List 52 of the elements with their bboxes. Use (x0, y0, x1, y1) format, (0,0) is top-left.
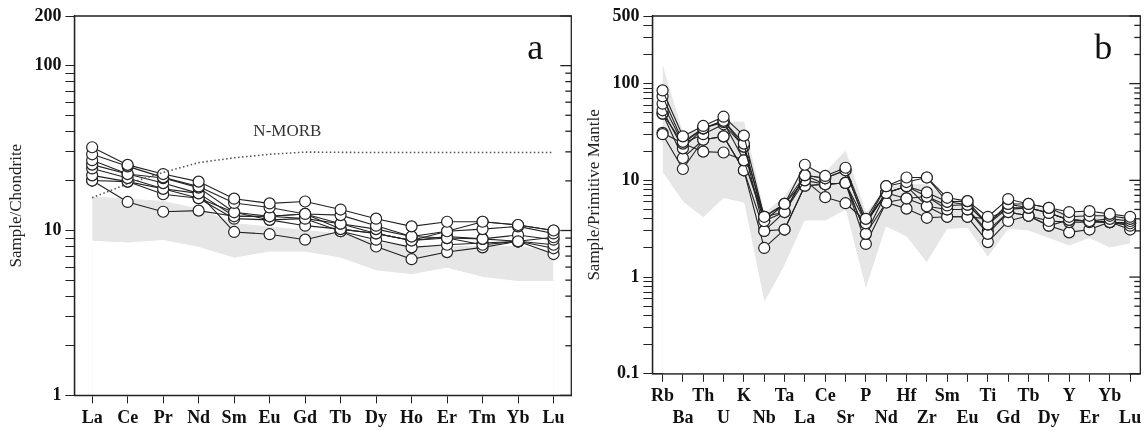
x-tick-label: Sm (934, 385, 960, 406)
x-tick-label: Gd (996, 406, 1021, 427)
x-tick-label: Sr (836, 406, 855, 427)
x-tick-label: Nb (752, 406, 776, 427)
x-tick-label: La (81, 406, 103, 427)
x-tick-label: Ho (400, 406, 424, 427)
x-tick-label: Eu (258, 406, 281, 427)
annotation: a (527, 27, 544, 68)
x-tick-label: Gd (293, 406, 318, 427)
x-tick-label: U (717, 406, 731, 427)
y-tick-label: 1 (630, 265, 640, 286)
y-tick-label: 0.1 (616, 362, 640, 383)
x-tick-label: Ta (774, 385, 795, 406)
x-tick-label: Lu (1119, 406, 1142, 427)
series-label: N-MORB (253, 121, 322, 141)
x-tick-label: La (794, 406, 816, 427)
x-tick-label: Ti (979, 385, 997, 406)
x-tick-label: Ce (814, 385, 836, 406)
x-tick-label: Nd (187, 406, 211, 427)
x-tick-label: Eu (956, 406, 979, 427)
y-tick-label: 100 (612, 72, 640, 93)
x-tick-label: Th (692, 385, 715, 406)
x-tick-label: Nd (874, 406, 898, 427)
y-tick-label: 1 (52, 384, 62, 405)
x-tick-label: Er (1079, 406, 1100, 427)
x-tick-label: Er (437, 406, 458, 427)
x-tick-label: Yb (1098, 385, 1122, 406)
y-axis-title: Sample/Chondrite (5, 143, 25, 268)
x-tick-label: Dy (1037, 406, 1060, 427)
x-tick-label: Rb (651, 385, 675, 406)
y-tick-label: 10 (621, 169, 640, 189)
x-tick-label: Dy (365, 406, 388, 427)
x-tick-label: K (736, 385, 751, 406)
x-tick-label: Sm (221, 406, 247, 427)
x-tick-label: Hf (896, 385, 918, 406)
x-tick-label: Ba (672, 406, 694, 427)
x-tick-label: Lu (542, 406, 565, 427)
y-tick-label: 200 (34, 4, 62, 25)
x-tick-label: P (860, 385, 872, 406)
y-tick-label: 500 (612, 4, 640, 25)
y-tick-label: 10 (43, 219, 62, 240)
y-tick-label: 100 (34, 54, 62, 75)
x-tick-label: Yb (506, 406, 530, 427)
x-tick-label: Ce (117, 406, 139, 427)
x-tick-label: Y (1062, 385, 1076, 406)
x-tick-label: Zr (916, 406, 937, 427)
x-tick-label: Tb (329, 406, 352, 427)
x-tick-label: Tm (469, 406, 497, 427)
y-axis-title: Sample/Primitive Mantle (583, 109, 603, 281)
x-tick-label: Pr (153, 406, 173, 427)
annotation: b (1094, 27, 1113, 68)
x-tick-label: Tb (1017, 385, 1040, 406)
